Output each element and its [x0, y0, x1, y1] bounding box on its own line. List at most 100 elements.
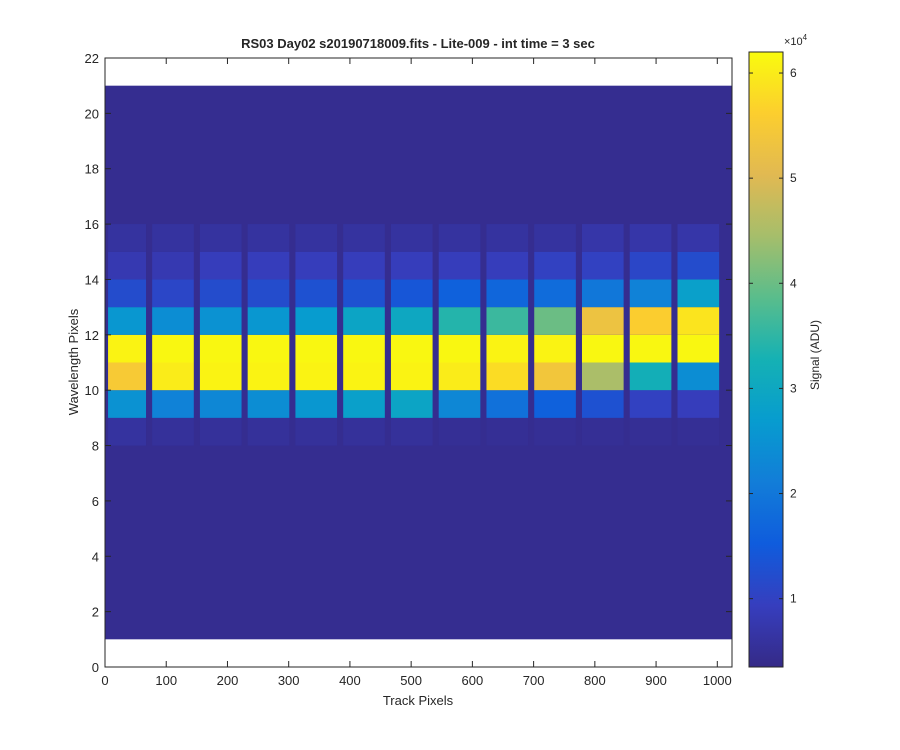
- colorbar-ticks: 1 2 3 4 5 6: [749, 66, 797, 606]
- heatmap-cell: [343, 251, 385, 280]
- x-tick-label: 400: [339, 673, 361, 688]
- heatmap-cell: [343, 362, 385, 391]
- heatmap-cell: [486, 362, 529, 391]
- heatmap-cell: [199, 362, 242, 391]
- heatmap-cell: [629, 224, 672, 252]
- x-tick-label: 0: [101, 673, 108, 688]
- heatmap-cell: [486, 224, 529, 252]
- heatmap-cell: [438, 390, 481, 418]
- x-axis-label: Track Pixels: [383, 693, 454, 708]
- y-axis-label: Wavelength Pixels: [66, 308, 81, 415]
- heatmap-cell: [629, 279, 672, 308]
- y-tick-label: 12: [85, 328, 99, 343]
- x-tick-label: 100: [155, 673, 177, 688]
- y-tick-label: 16: [85, 217, 99, 232]
- heatmap-cell: [108, 307, 147, 335]
- heatmap-cell: [438, 307, 481, 335]
- x-tick-label: 1000: [703, 673, 732, 688]
- colorbar-exponent: ×104: [784, 33, 808, 48]
- heatmap-cell: [534, 224, 576, 252]
- x-tick-label: 900: [645, 673, 667, 688]
- colorbar-exponent-base: ×10: [784, 36, 803, 48]
- y-tick-label: 2: [92, 605, 99, 620]
- colorbar-tick-label: 4: [790, 276, 797, 290]
- heatmap-cell: [295, 362, 338, 391]
- x-tick-label: 300: [278, 673, 300, 688]
- heatmap-cell: [438, 417, 481, 446]
- heatmap-cell: [534, 251, 576, 280]
- heatmap-cell: [199, 390, 242, 418]
- heatmap-cell: [581, 417, 624, 446]
- heatmap-cell: [629, 251, 672, 280]
- heatmap-cell: [152, 224, 194, 252]
- heatmap-cell: [247, 362, 290, 391]
- y-tick-label: 8: [92, 439, 99, 454]
- heatmap-cell: [677, 362, 720, 391]
- heatmap-cell: [108, 362, 147, 391]
- heatmap-cell: [677, 279, 720, 308]
- y-tick-label: 0: [92, 660, 99, 675]
- heatmap-cell: [390, 362, 433, 391]
- axes: 0 100 200 300 400 500 600 700 800 900 1000 0 2 4 6 8 10…: [85, 51, 733, 688]
- heatmap-cell: [581, 307, 624, 335]
- heatmap-cell: [108, 279, 147, 308]
- heatmap-cell: [581, 224, 624, 252]
- heatmap-cell: [295, 334, 338, 363]
- x-tick-label: 800: [584, 673, 606, 688]
- heatmap-cell: [199, 251, 242, 280]
- heatmap-cell: [295, 224, 338, 252]
- heatmap-cell: [152, 251, 194, 280]
- heatmap-cell: [438, 362, 481, 391]
- y-tick-label: 22: [85, 51, 99, 66]
- y-tick-label: 6: [92, 494, 99, 509]
- heatmap-cell: [534, 417, 576, 446]
- heatmap-cell: [677, 390, 720, 418]
- heatmap-cell: [581, 279, 624, 308]
- heatmap-cell: [343, 390, 385, 418]
- x-ticks: 0 100 200 300 400 500 600 700 800 900 1000: [101, 58, 732, 688]
- colorbar-exponent-power: 4: [803, 33, 808, 42]
- heatmap-cell: [534, 334, 576, 363]
- heatmap-cell: [295, 390, 338, 418]
- heatmap-cell: [486, 417, 529, 446]
- axes-box: [104, 57, 733, 668]
- heatmap-cell: [486, 390, 529, 418]
- heatmap-cell: [343, 279, 385, 308]
- heatmap-cell: [295, 251, 338, 280]
- heatmap-cell: [581, 362, 624, 391]
- heatmap-cell: [295, 417, 338, 446]
- heatmap-cell: [343, 224, 385, 252]
- heatmap-cell: [390, 417, 433, 446]
- y-tick-label: 18: [85, 162, 99, 177]
- x-tick-label: 500: [400, 673, 422, 688]
- heatmap-cell: [247, 279, 290, 308]
- heatmap-cell: [438, 334, 481, 363]
- heatmap-cell: [486, 334, 529, 363]
- heatmap-cell: [295, 279, 338, 308]
- heatmap-cell: [390, 224, 433, 252]
- y-tick-label: 20: [85, 106, 99, 121]
- heatmap-cell: [390, 390, 433, 418]
- heatmap-cell: [486, 251, 529, 280]
- heatmap-cell: [677, 334, 720, 363]
- heatmap-cell: [199, 307, 242, 335]
- heatmap-cell: [199, 334, 242, 363]
- heatmap-cell: [247, 334, 290, 363]
- x-tick-label: 200: [217, 673, 239, 688]
- y-tick-label: 4: [92, 549, 99, 564]
- heatmap-cell: [438, 279, 481, 308]
- y-ticks: 0 2 4 6 8 10 12 14 16 18 20 22: [85, 51, 732, 675]
- heatmap-cell: [629, 362, 672, 391]
- heatmap-cell: [343, 307, 385, 335]
- colorbar-tick-label: 5: [790, 171, 797, 185]
- colorbar-tick-label: 2: [790, 487, 797, 501]
- heatmap-cell: [677, 224, 720, 252]
- heatmap-cell: [295, 307, 338, 335]
- colorbar-tick-label: 1: [790, 592, 797, 606]
- heatmap-cell: [486, 307, 529, 335]
- heatmap-cell: [677, 307, 720, 335]
- heatmap-cell: [199, 224, 242, 252]
- heatmap-cell: [629, 390, 672, 418]
- colorbar-tick-label: 3: [790, 381, 797, 395]
- heatmap-cell: [677, 417, 720, 446]
